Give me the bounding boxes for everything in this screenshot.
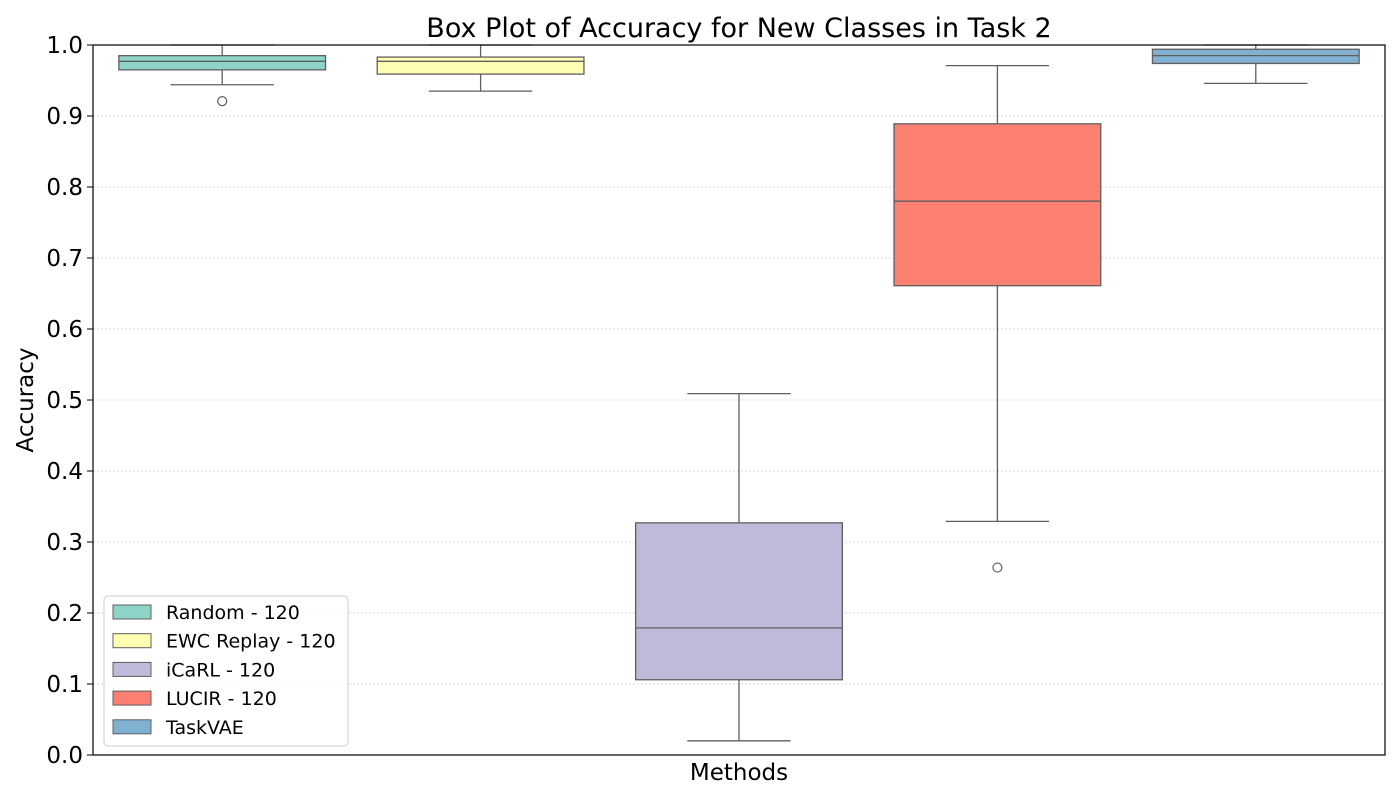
box-iqr <box>634 522 844 681</box>
y-axis-ticks: 0.0 0.1 0.2 0.3 0.4 0.5 0.6 0.7 0.8 0.9 1.0 <box>46 33 93 769</box>
box-series <box>118 44 1360 742</box>
box-iqr <box>118 55 327 71</box>
y-tick-label: 0.3 <box>46 530 83 556</box>
box-0 <box>118 44 327 107</box>
y-axis-label: Accuracy <box>13 347 39 452</box>
box-iqr <box>893 123 1102 287</box>
legend-swatch <box>112 661 152 677</box>
y-tick-label: 0.1 <box>46 672 83 698</box>
legend-swatch <box>112 604 152 620</box>
box-3 <box>893 64 1102 573</box>
y-tick-label: 0.0 <box>46 743 83 769</box>
y-tick-label: 0.2 <box>46 601 83 627</box>
box-4 <box>1151 44 1360 84</box>
box-2 <box>634 392 844 742</box>
legend-swatch <box>112 690 152 706</box>
outlier-point <box>217 95 228 107</box>
legend-label: TaskVAE <box>165 717 244 739</box>
y-tick-label: 0.9 <box>46 104 83 130</box>
y-tick-label: 0.7 <box>46 246 83 272</box>
y-tick-label: 0.6 <box>46 317 83 343</box>
y-tick-label: 0.8 <box>46 175 83 201</box>
legend-frame <box>103 595 349 747</box>
legend-swatch <box>112 719 152 735</box>
box-1 <box>376 44 585 92</box>
box-iqr <box>376 56 585 75</box>
legend-label: iCaRL - 120 <box>166 659 275 681</box>
chart-title: Box Plot of Accuracy for New Classes in … <box>426 13 1051 44</box>
x-axis-label: Methods <box>690 760 788 786</box>
box-iqr <box>1151 48 1360 65</box>
outlier-point <box>992 562 1003 573</box>
legend-label: EWC Replay - 120 <box>166 631 336 653</box>
legend-swatch <box>112 633 152 649</box>
y-tick-label: 1.0 <box>46 33 83 59</box>
y-tick-label: 0.5 <box>46 388 83 414</box>
legend-label: LUCIR - 120 <box>166 688 277 710</box>
y-tick-label: 0.4 <box>46 459 83 485</box>
legend: Random - 120 EWC Replay - 120 iCaRL - 120 L… <box>103 595 349 747</box>
legend-label: Random - 120 <box>166 602 300 624</box>
